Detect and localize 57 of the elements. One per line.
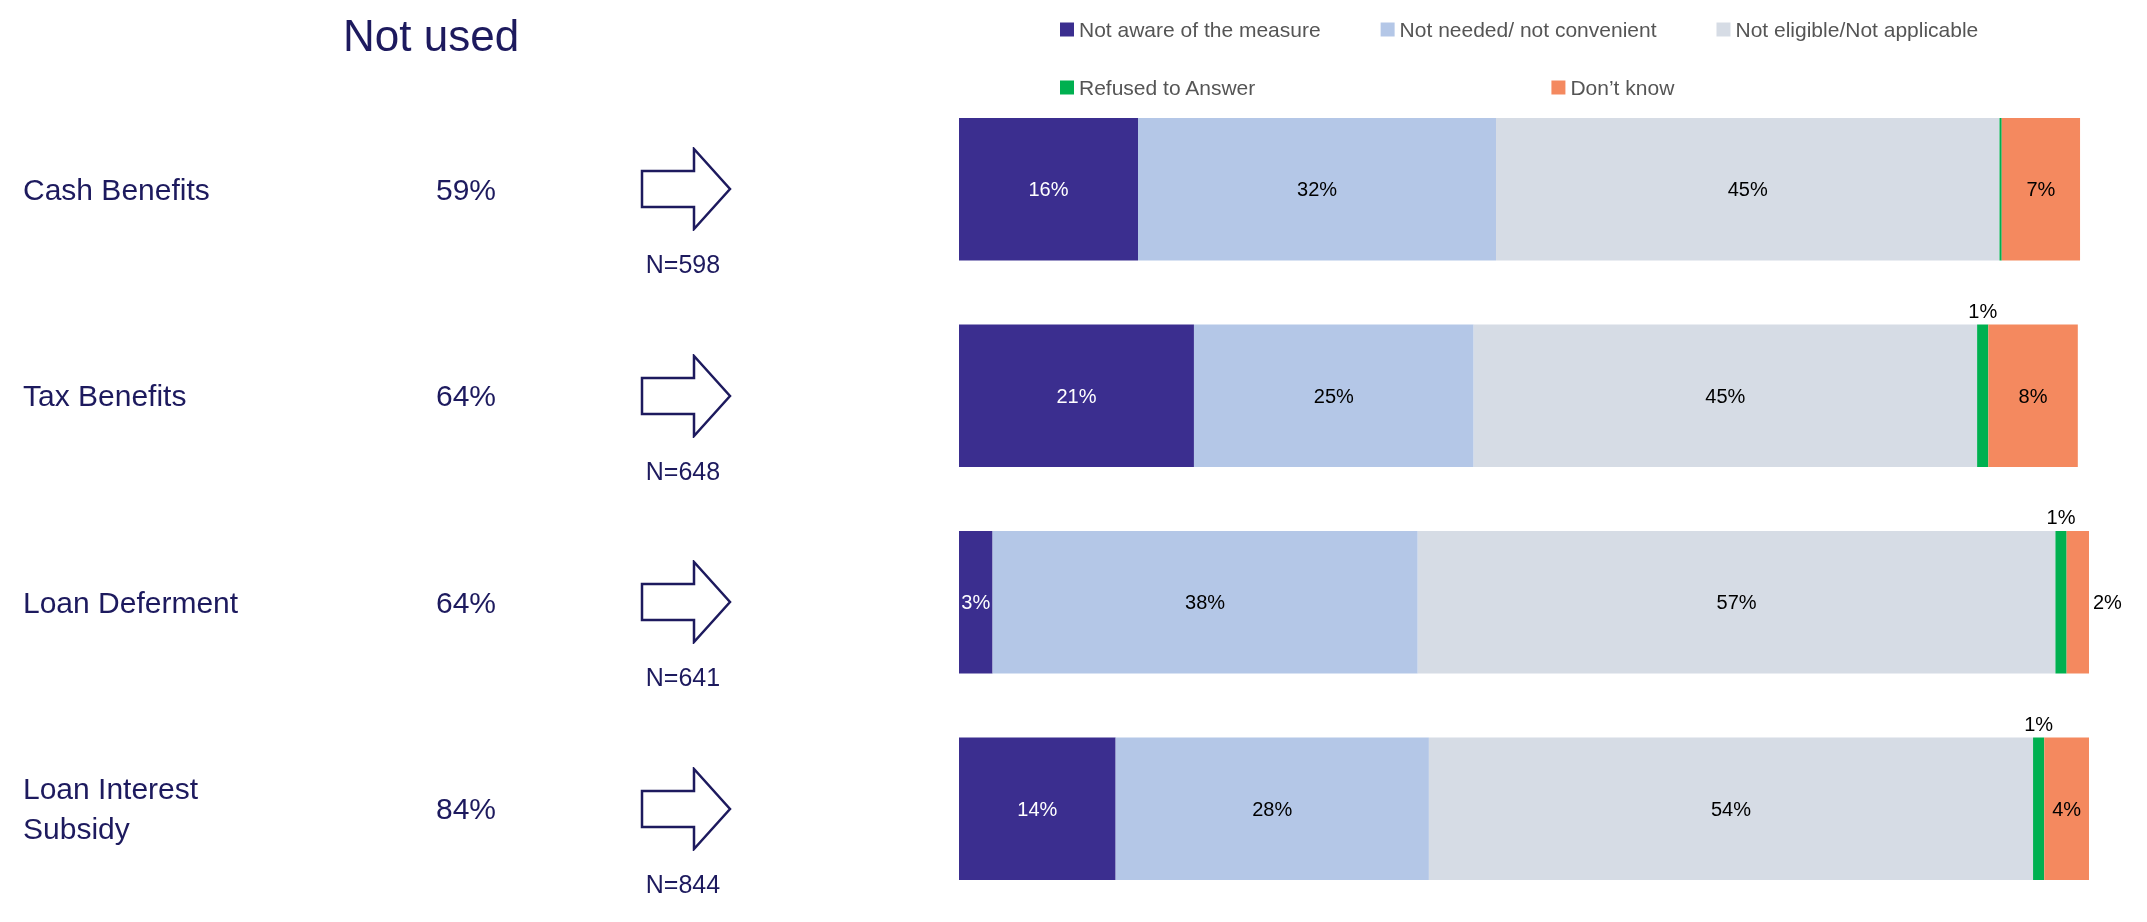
legend-label: Not needed/ not convenient (1399, 18, 1657, 41)
data-label: 16% (1028, 178, 1069, 201)
legend-label: Don’t know (1570, 76, 1676, 99)
data-label: 45% (1705, 384, 1746, 407)
y-tick-label: Loan Interest Subsidy (23, 772, 207, 846)
text: 84% (435, 792, 497, 826)
legend-label: Not aware of the measure (1079, 18, 1321, 41)
bar (959, 324, 1194, 467)
data-label: 1% (2046, 506, 2076, 529)
data-label: 54% (1710, 797, 1752, 820)
bar (1428, 737, 2034, 880)
data-label: 38% (1185, 591, 1226, 614)
bar (959, 737, 1116, 880)
y-tick-label: Cash Benefits (23, 172, 210, 206)
bar (2055, 531, 2067, 674)
legend-label: Not eligible/Not applicable (1735, 18, 1979, 41)
y-tick-label: Tax Benefits (23, 379, 187, 413)
data-label: 14% (1017, 797, 1058, 820)
data-label: 8% (2018, 384, 2048, 407)
bar (1473, 324, 1978, 467)
data-label: 32% (1297, 178, 1338, 201)
bar (992, 531, 1418, 674)
legend-label: Refused to Answer (1079, 76, 1256, 99)
bar (2033, 737, 2045, 880)
data-label: 3% (961, 591, 991, 614)
y-tick-label: Loan Deferment (23, 585, 239, 619)
bar (1977, 324, 1989, 467)
bar (1417, 531, 2056, 674)
data-label: 57% (1716, 591, 1757, 614)
data-label: 25% (1313, 384, 1355, 407)
text: N=844 (645, 869, 721, 898)
text: 64% (435, 379, 497, 413)
bar (1138, 118, 1497, 261)
bar (1999, 118, 2002, 261)
data-label: 28% (1252, 797, 1293, 820)
text: 64% (435, 585, 497, 619)
bar (2001, 118, 2081, 261)
data-label: 2% (2093, 591, 2123, 614)
text: N=598 (645, 250, 721, 279)
bar (1496, 118, 2000, 261)
bar (1115, 737, 1429, 880)
data-label: 1% (2024, 712, 2054, 735)
bar (959, 531, 993, 674)
text: N=648 (645, 456, 721, 485)
text: 59% (435, 172, 497, 206)
data-label: 4% (2052, 797, 2082, 820)
bar (1193, 324, 1474, 467)
data-label: 45% (1727, 178, 1768, 201)
data-label: 21% (1056, 384, 1097, 407)
bar (959, 118, 1139, 261)
bar (2066, 531, 2089, 674)
data-label: 7% (2026, 178, 2056, 201)
text: Not used (343, 10, 520, 60)
bar (2044, 737, 2089, 880)
data-label: 1% (1968, 299, 1998, 322)
bar (1988, 324, 2078, 467)
text: N=641 (645, 663, 721, 692)
